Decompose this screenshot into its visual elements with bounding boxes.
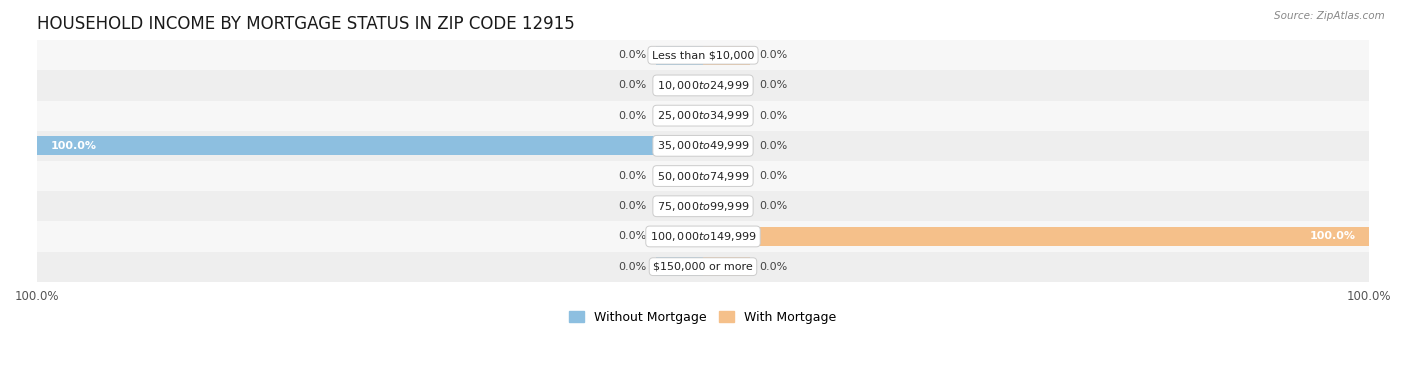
Text: 0.0%: 0.0% xyxy=(759,50,787,60)
Bar xyxy=(703,227,1369,246)
Bar xyxy=(703,167,749,185)
Text: $100,000 to $149,999: $100,000 to $149,999 xyxy=(650,230,756,243)
Text: $35,000 to $49,999: $35,000 to $49,999 xyxy=(657,139,749,152)
Bar xyxy=(37,131,1369,161)
Text: 0.0%: 0.0% xyxy=(759,171,787,181)
Text: 0.0%: 0.0% xyxy=(759,110,787,121)
Bar xyxy=(37,251,1369,282)
Bar xyxy=(37,221,1369,251)
Text: 0.0%: 0.0% xyxy=(619,262,647,272)
Text: 0.0%: 0.0% xyxy=(619,80,647,90)
Text: 0.0%: 0.0% xyxy=(759,201,787,211)
Text: Source: ZipAtlas.com: Source: ZipAtlas.com xyxy=(1274,11,1385,21)
Bar xyxy=(657,197,703,216)
Text: HOUSEHOLD INCOME BY MORTGAGE STATUS IN ZIP CODE 12915: HOUSEHOLD INCOME BY MORTGAGE STATUS IN Z… xyxy=(37,15,575,33)
Bar xyxy=(37,70,1369,101)
Text: $50,000 to $74,999: $50,000 to $74,999 xyxy=(657,170,749,182)
Bar xyxy=(37,101,1369,131)
Bar xyxy=(657,76,703,95)
Text: $10,000 to $24,999: $10,000 to $24,999 xyxy=(657,79,749,92)
Text: 0.0%: 0.0% xyxy=(619,201,647,211)
Text: $150,000 or more: $150,000 or more xyxy=(654,262,752,272)
Bar xyxy=(703,46,749,64)
Bar xyxy=(657,227,703,246)
Bar xyxy=(37,161,1369,191)
Bar xyxy=(703,76,749,95)
Text: 0.0%: 0.0% xyxy=(759,80,787,90)
Bar xyxy=(37,136,703,155)
Text: $25,000 to $34,999: $25,000 to $34,999 xyxy=(657,109,749,122)
Bar xyxy=(703,197,749,216)
Bar xyxy=(657,257,703,276)
Bar xyxy=(703,257,749,276)
Text: 0.0%: 0.0% xyxy=(619,50,647,60)
Text: 0.0%: 0.0% xyxy=(619,231,647,241)
Legend: Without Mortgage, With Mortgage: Without Mortgage, With Mortgage xyxy=(564,306,842,329)
Bar xyxy=(37,40,1369,70)
Text: $75,000 to $99,999: $75,000 to $99,999 xyxy=(657,200,749,213)
Text: 0.0%: 0.0% xyxy=(619,110,647,121)
Text: 0.0%: 0.0% xyxy=(759,262,787,272)
Text: 100.0%: 100.0% xyxy=(1309,231,1355,241)
Bar xyxy=(703,106,749,125)
Text: 0.0%: 0.0% xyxy=(619,171,647,181)
Bar xyxy=(37,191,1369,221)
Bar xyxy=(703,136,749,155)
Text: 100.0%: 100.0% xyxy=(51,141,97,151)
Bar xyxy=(657,167,703,185)
Bar xyxy=(657,46,703,64)
Text: 0.0%: 0.0% xyxy=(759,141,787,151)
Bar xyxy=(657,106,703,125)
Text: Less than $10,000: Less than $10,000 xyxy=(652,50,754,60)
